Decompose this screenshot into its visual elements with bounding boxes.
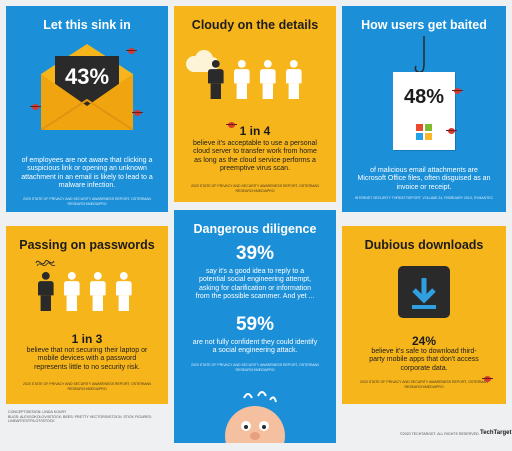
stat-description: of malicious email attachments are Micro…	[357, 167, 491, 191]
stat-description-2: are not fully confident they could ident…	[192, 339, 318, 355]
panel-passing-on-passwords: Passing on passwords 1 in 3 believe that…	[6, 226, 168, 404]
stat-value: 43%	[64, 64, 110, 89]
stat-description: believe it's acceptable to use a persona…	[193, 140, 317, 173]
bug-icon	[30, 104, 41, 110]
bug-icon	[132, 110, 143, 116]
stick-figure-light	[286, 60, 302, 99]
source-citation: 2020 State of Privacy and Security Aware…	[23, 382, 151, 391]
bug-icon	[226, 122, 237, 128]
stat-value-1: 39%	[235, 243, 275, 264]
download-icon	[398, 266, 450, 318]
office-logo-icon	[416, 124, 432, 140]
document-icon	[393, 72, 455, 150]
stick-figure-light	[234, 60, 250, 99]
stick-figure-light	[90, 272, 106, 311]
stat-value: 1 in 4	[239, 124, 271, 138]
panel-how-users-get-baited: How users get baited 48% of malicious em…	[342, 6, 506, 212]
source-citation: 2020 State of Privacy and Security Aware…	[360, 380, 488, 389]
stat-value: 1 in 3	[71, 332, 103, 346]
panel-let-this-sink-in: Let this sink in 43% of employees are no…	[6, 6, 168, 212]
bug-icon	[446, 128, 457, 134]
stat-description: of employees are not aware that clicking…	[21, 157, 153, 190]
panel-title: Cloudy on the details	[191, 18, 319, 32]
bug-icon	[482, 376, 493, 382]
panel-title: Dangerous diligence	[193, 222, 317, 236]
stat-description: believe it's safe to download third-part…	[369, 348, 479, 372]
source-citation: Internet Security Threat Report, Volume …	[354, 196, 494, 200]
stat-value: 24%	[411, 334, 437, 348]
envelope-icon	[41, 44, 133, 130]
source-citation: 2020 State of Privacy and Security Aware…	[23, 197, 151, 206]
stick-figure-dark	[38, 272, 54, 311]
panel-title: Dubious downloads	[364, 238, 484, 252]
bug-icon	[126, 48, 137, 54]
worried-face-icon	[225, 391, 285, 443]
footer-copyright: ©2020 TechTarget. All rights reserved.	[400, 432, 480, 436]
panel-dangerous-diligence: Dangerous diligence 39% say it's a good …	[174, 210, 336, 443]
stick-figure-light	[64, 272, 80, 311]
stat-description-1: say it's a good idea to reply to a poten…	[195, 268, 315, 301]
source-citation: 2020 State of Privacy and Security Aware…	[191, 363, 319, 372]
confused-scribble-icon	[35, 260, 56, 267]
stick-figure-light	[260, 60, 276, 99]
panel-title: How users get baited	[361, 18, 487, 32]
stat-value-2: 59%	[235, 314, 275, 335]
source-citation: 2020 State of Privacy and Security Aware…	[191, 184, 319, 193]
panel-title: Passing on passwords	[19, 238, 155, 252]
brand-logo: TechTarget	[480, 430, 512, 436]
bug-icon	[452, 88, 463, 94]
panel-title: Let this sink in	[43, 18, 131, 32]
stick-figure-light	[116, 272, 132, 311]
stick-figure-dark	[208, 60, 224, 99]
stat-value: 48%	[403, 86, 445, 108]
panel-cloudy-on-the-details: Cloudy on the details 1 in 4 believe it'…	[174, 6, 336, 202]
stat-description: believe that not securing their laptop o…	[26, 347, 148, 371]
footer-credits: Concept/Design: Linda Koury Bugs: Alexso…	[8, 410, 152, 424]
panel-dubious-downloads: Dubious downloads 24% believe it's safe …	[342, 226, 506, 404]
